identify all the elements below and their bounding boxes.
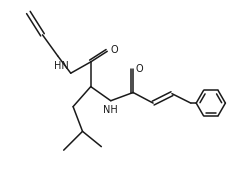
Text: O: O [110, 45, 118, 55]
Text: HN: HN [54, 61, 69, 71]
Text: NH: NH [103, 105, 118, 115]
Text: O: O [136, 64, 144, 74]
